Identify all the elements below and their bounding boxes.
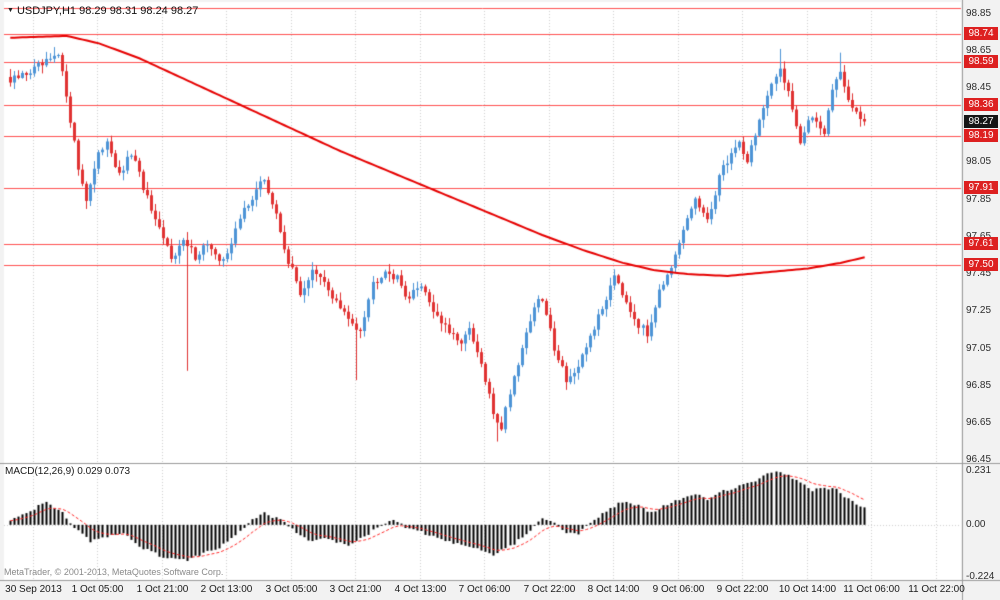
- price-axis-tick: 97.65: [966, 231, 991, 243]
- price-axis-tick: 97.25: [966, 305, 992, 317]
- chart-ohlc-label: 98.29 98.31 98.24 98.27: [79, 5, 199, 17]
- time-axis-label: 7 Oct 22:00: [523, 584, 576, 595]
- price-axis-tick: 97.45: [966, 268, 992, 280]
- time-axis-label: 2 Oct 13:00: [200, 584, 253, 595]
- macd-axis-tick: 0.00: [966, 518, 986, 530]
- time-axis-label: 11 Oct 06:00: [843, 584, 900, 595]
- price-level-label: 97.50: [964, 257, 998, 271]
- price-axis-tick: 98.45: [966, 82, 992, 93]
- price-level-label: 98.74: [964, 27, 998, 41]
- macd-indicator-label: MACD(12,26,9) 0.029 0.073: [5, 466, 131, 477]
- price-level-label: 98.36: [964, 97, 998, 111]
- time-axis-label: 9 Oct 22:00: [716, 584, 769, 595]
- time-axis[interactable]: 30 Sep 2013 1 Oct 05:00 1 Oct 21:00 2 Oct 1…: [0, 581, 1000, 600]
- time-axis-label: 1 Oct 21:00: [136, 584, 189, 595]
- time-axis-label: 11 Oct 22:00: [908, 584, 965, 595]
- price-level-label: 97.61: [964, 237, 998, 251]
- price-axis-tick: 98.05: [966, 156, 992, 168]
- time-axis-label: 3 Oct 21:00: [329, 584, 382, 595]
- current-price-label: 98.27: [964, 114, 998, 128]
- price-axis-tick: 96.45: [966, 454, 992, 466]
- symbol-marker-icon: ▼: [7, 7, 14, 14]
- chart-symbol-label: USDJPY,H1: [16, 5, 77, 17]
- chart-title: ▼ USDJPY,H1 98.29 98.31 98.24 98.27: [7, 5, 198, 17]
- time-axis-label: 7 Oct 06:00: [458, 584, 511, 595]
- time-axis-label: 8 Oct 14:00: [587, 584, 640, 595]
- time-axis-label: 10 Oct 14:00: [778, 584, 837, 595]
- price-axis-tick: 97.85: [966, 193, 992, 205]
- time-axis-label: 30 Sep 2013: [5, 584, 62, 595]
- price-axis-tick: 98.65: [966, 44, 992, 56]
- price-axis-tick: 96.85: [966, 379, 992, 391]
- time-axis-label: 1 Oct 05:00: [71, 584, 124, 595]
- price-axis[interactable]: 98.85 98.65 98.45 98.05 97.85 97.65 97.45 97.25…: [963, 0, 1000, 600]
- macd-axis-tick: -0.224: [966, 571, 995, 582]
- price-level-label: 98.19: [964, 129, 998, 143]
- price-level-label: 98.59: [964, 54, 998, 68]
- price-axis-tick: 96.65: [966, 416, 992, 428]
- price-axis-tick: 97.05: [966, 342, 992, 354]
- price-panel[interactable]: ▼ USDJPY,H1 98.29 98.31 98.24 98.27: [0, 0, 962, 463]
- time-axis-label: 9 Oct 06:00: [652, 584, 705, 595]
- price-level-label: 97.91: [964, 181, 998, 195]
- macd-axis-tick: 0.231: [966, 465, 992, 476]
- time-axis-label: 3 Oct 05:00: [265, 584, 318, 595]
- copyright-label: MetaTrader, © 2001-2013, MetaQuotes Soft…: [4, 567, 224, 577]
- time-axis-label: 4 Oct 13:00: [394, 584, 447, 595]
- macd-panel[interactable]: MACD(12,26,9) 0.029 0.073 MetaTrader, © …: [0, 464, 962, 580]
- price-axis-tick: 98.85: [966, 7, 992, 19]
